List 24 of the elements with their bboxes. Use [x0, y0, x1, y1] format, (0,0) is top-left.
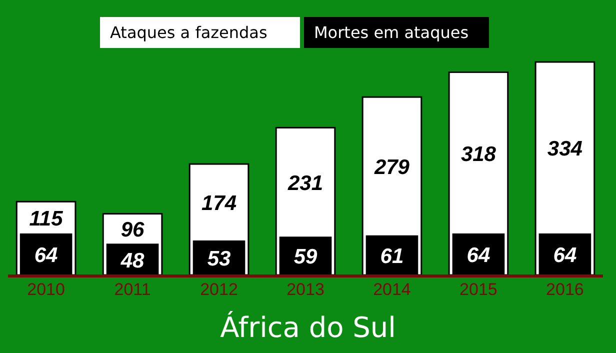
text: Mortes em ataques [314, 23, 469, 42]
text: África do Sul [220, 311, 396, 344]
data-label: 115 [29, 207, 64, 230]
text: Ataques a fazendas [110, 23, 268, 42]
data-label: 96 [120, 218, 145, 242]
x-tick-label: 2013 [286, 280, 324, 299]
x-tick-label: 2011 [114, 280, 151, 299]
x-tick-label: 2016 [546, 280, 584, 299]
data-label: 279 [373, 156, 410, 180]
data-label: 64 [34, 244, 58, 268]
data-label: 64 [466, 244, 490, 268]
data-label: 48 [120, 249, 145, 272]
data-label: 64 [553, 244, 577, 268]
x-tick-label: 2015 [460, 280, 498, 299]
data-label: 334 [547, 138, 583, 161]
data-label: 318 [460, 142, 496, 166]
data-label: 231 [286, 172, 324, 196]
data-label: 174 [201, 192, 237, 216]
x-tick-label: 2010 [27, 280, 65, 299]
data-label: 61 [380, 245, 404, 268]
x-tick-label: 2012 [200, 280, 238, 299]
data-label: 59 [294, 246, 318, 269]
x-tick-label: 2014 [373, 280, 411, 299]
data-label: 53 [207, 248, 232, 271]
